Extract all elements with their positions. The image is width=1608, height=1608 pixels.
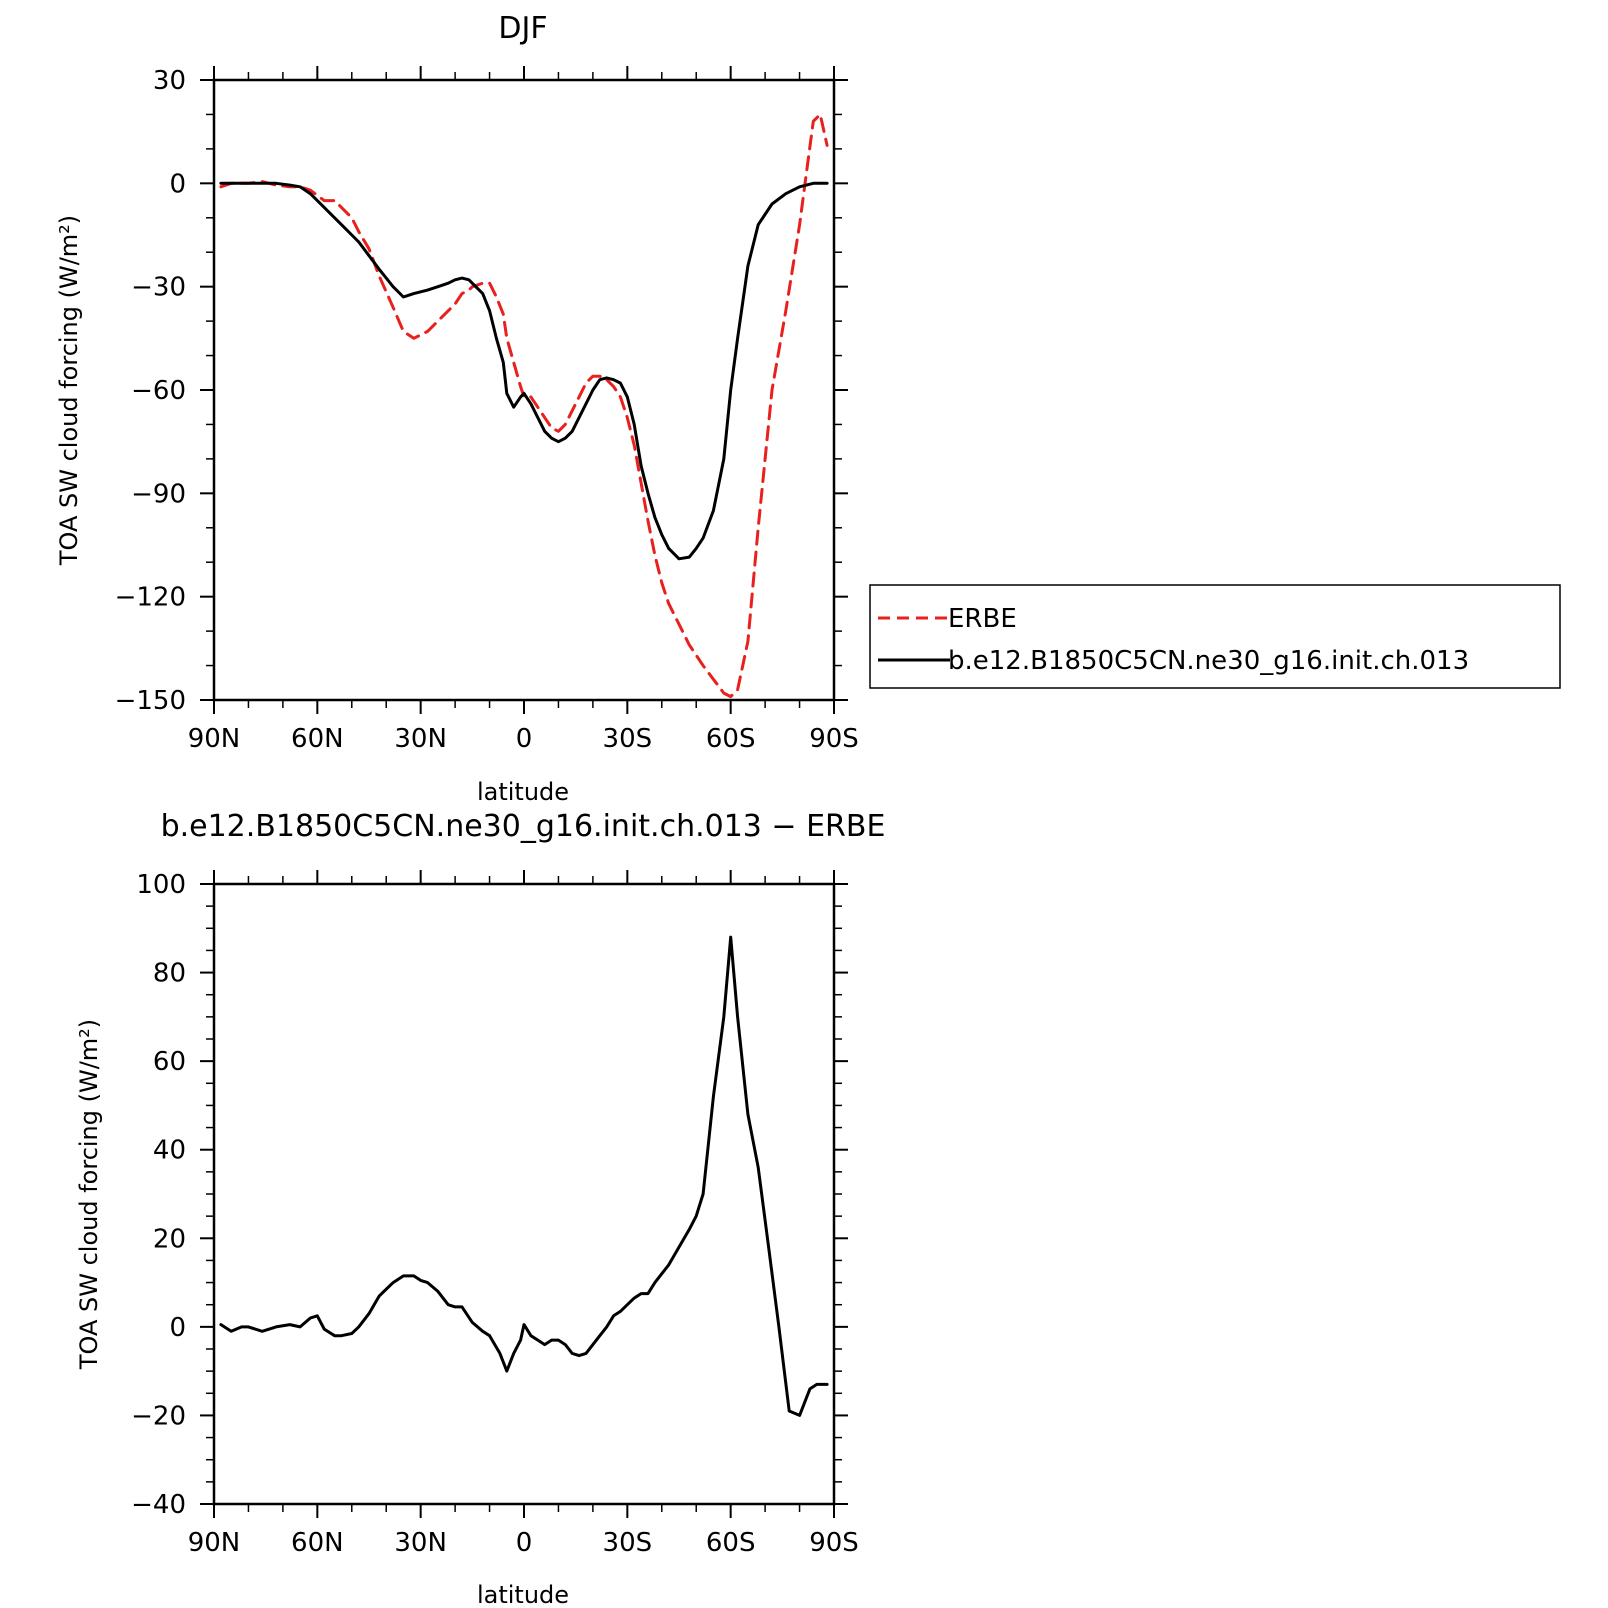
bottom-plot-frame <box>212 882 836 1506</box>
legend: ERBE b.e12.B1850C5CN.ne30_g16.init.ch.01… <box>869 584 1561 689</box>
top-y-axis-label: TOA SW cloud forcing (W/m²) <box>55 215 83 566</box>
top-panel: DJF 90N 60N 30N 0 30S 60S 90S 30 0 −30 −60 −90 −120 −… <box>55 11 859 806</box>
bottom-y-tick-label: 20 <box>153 1224 186 1254</box>
bottom-y-tick-label: 80 <box>153 959 186 989</box>
bottom-x-tick-label: 0 <box>516 1528 533 1558</box>
bottom-axis-ticks: 90N 60N 30N 0 30S 60S 90S 100 80 60 40 20 0 −20 −40 <box>131 870 859 1558</box>
top-x-tick-label: 30N <box>394 724 447 754</box>
bottom-x-tick-label: 90N <box>188 1528 241 1558</box>
top-y-tick-label: 0 <box>169 169 186 199</box>
top-x-tick-label: 60S <box>706 724 756 754</box>
legend-box <box>869 584 1561 689</box>
bottom-y-tick-label: 60 <box>153 1047 186 1077</box>
bottom-x-tick-label: 60S <box>706 1528 756 1558</box>
top-chart-title: DJF <box>498 11 547 46</box>
top-y-tick-label: −150 <box>115 686 186 716</box>
top-x-tick-label: 90N <box>188 724 241 754</box>
top-x-tick-label: 30S <box>603 724 653 754</box>
top-series-line-0 <box>219 112 829 699</box>
top-series-line-1 <box>219 181 829 561</box>
bottom-x-tick-label: 60N <box>291 1528 344 1558</box>
legend-label-erbe: ERBE <box>948 604 1017 634</box>
top-y-tick-label: 30 <box>153 66 186 96</box>
bottom-y-axis-label: TOA SW cloud forcing (W/m²) <box>75 1019 103 1370</box>
bottom-x-axis-label: latitude <box>477 1581 569 1608</box>
top-y-tick-label: −60 <box>131 376 186 406</box>
bottom-series-line-0 <box>219 935 829 1417</box>
bottom-x-tick-label: 30S <box>603 1528 653 1558</box>
bottom-x-tick-label: 30N <box>394 1528 447 1558</box>
top-y-tick-label: −120 <box>115 583 186 613</box>
legend-label-model: b.e12.B1850C5CN.ne30_g16.init.ch.013 <box>948 646 1469 676</box>
top-axis-ticks: 90N 60N 30N 0 30S 60S 90S 30 0 −30 −60 −90 −120 −150 <box>115 66 859 754</box>
top-x-tick-label: 0 <box>516 724 533 754</box>
bottom-y-tick-label: 0 <box>169 1313 186 1343</box>
bottom-y-tick-label: 100 <box>136 870 186 900</box>
bottom-y-tick-label: −40 <box>131 1490 186 1520</box>
bottom-chart-title: b.e12.B1850C5CN.ne30_g16.init.ch.013 − E… <box>161 809 886 844</box>
top-y-tick-label: −30 <box>131 273 186 303</box>
top-x-tick-label: 60N <box>291 724 344 754</box>
bottom-y-tick-label: 40 <box>153 1136 186 1166</box>
bottom-panel: b.e12.B1850C5CN.ne30_g16.init.ch.013 − E… <box>75 809 885 1608</box>
top-series-group <box>219 112 829 699</box>
bottom-x-tick-label: 90S <box>809 1528 859 1558</box>
top-x-axis-label: latitude <box>477 778 569 806</box>
top-plot-frame <box>212 78 836 702</box>
bottom-y-tick-label: −20 <box>131 1401 186 1431</box>
top-x-tick-label: 90S <box>809 724 859 754</box>
top-y-tick-label: −90 <box>131 479 186 509</box>
bottom-series-group <box>219 935 829 1417</box>
